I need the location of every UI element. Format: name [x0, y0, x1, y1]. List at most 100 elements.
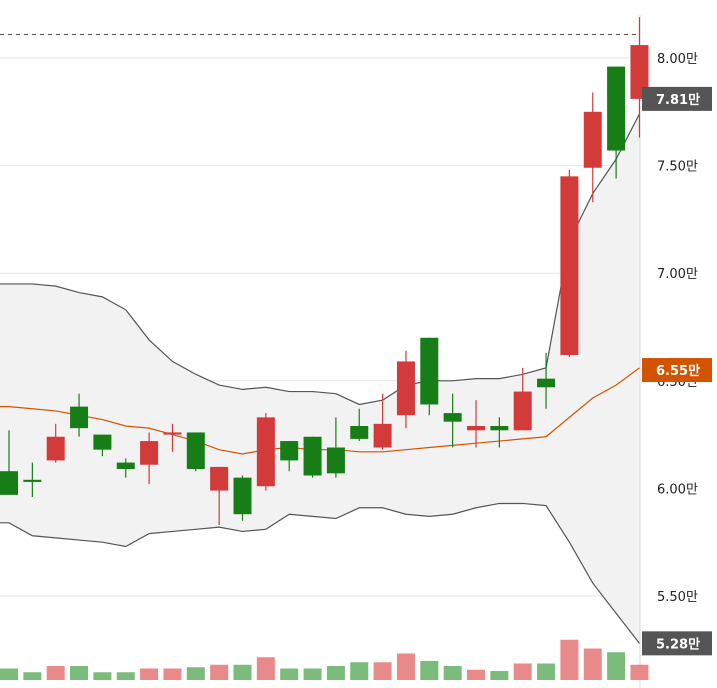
volume-bar — [46, 666, 65, 680]
volume-bar — [186, 667, 205, 680]
candle — [326, 417, 345, 478]
candle-body — [396, 361, 415, 416]
candle — [233, 475, 252, 521]
price-tag-label: 7.81만 — [656, 92, 700, 108]
price-tag: 7.81만 — [642, 86, 712, 111]
candle-body — [280, 441, 299, 461]
candle-body — [420, 337, 439, 405]
volume-bar — [443, 666, 462, 680]
candle-body — [560, 176, 579, 355]
candle — [0, 430, 18, 495]
candle — [210, 466, 229, 525]
y-axis-tick-label: 7.00만 — [657, 267, 698, 282]
candle-body — [233, 477, 252, 515]
volume-bars — [0, 639, 649, 680]
candle-body — [583, 111, 602, 168]
bollinger-band-fill — [9, 113, 640, 644]
candle — [256, 413, 275, 491]
candle — [560, 169, 579, 358]
candle — [373, 393, 392, 450]
price-tag-label: 6.55만 — [656, 363, 700, 379]
volume-bar — [583, 648, 602, 680]
volume-bar — [23, 672, 42, 680]
volume-bar — [0, 668, 18, 680]
candle — [70, 393, 89, 437]
volume-bar — [373, 662, 392, 680]
y-axis-tick-label: 7.50만 — [657, 160, 698, 175]
volume-bar — [93, 672, 112, 680]
candle — [607, 66, 626, 179]
candle-body — [93, 434, 112, 450]
volume-bar — [607, 652, 626, 680]
candle-body — [0, 471, 18, 495]
candle — [303, 436, 322, 478]
candle — [513, 367, 532, 431]
volume-bar — [140, 668, 159, 680]
volume-bar — [326, 666, 345, 680]
candle — [420, 337, 439, 416]
volume-bar — [163, 668, 182, 680]
price-tag: 5.28만 — [642, 631, 712, 656]
candle-body — [303, 436, 322, 476]
price-tags: 7.81만 6.55만 5.28만 — [642, 86, 712, 656]
volume-bar — [303, 668, 322, 680]
bollinger-band-fill-left — [0, 283, 9, 523]
candle — [490, 417, 509, 448]
volume-bar — [350, 662, 369, 680]
price-tag-background — [642, 86, 712, 111]
price-tag-label: 5.28만 — [656, 636, 700, 652]
candle-body — [443, 413, 462, 422]
price-tag-background — [642, 631, 712, 656]
candle-body — [46, 436, 65, 461]
candle — [186, 432, 205, 472]
candle — [583, 92, 602, 203]
candle-body — [630, 45, 649, 99]
candle — [23, 462, 42, 498]
candle-body — [256, 417, 275, 487]
volume-bar — [70, 666, 89, 680]
candle-body — [537, 378, 556, 388]
candle-body — [116, 462, 135, 470]
candle — [93, 434, 112, 457]
candle-body — [350, 425, 369, 439]
candle-body — [373, 423, 392, 448]
bollinger-upper-line — [0, 113, 640, 406]
y-axis-tick-label: 6.00만 — [657, 482, 698, 497]
volume-bar — [210, 664, 229, 680]
candle-body — [467, 425, 485, 431]
y-axis-tick-label: 8.00만 — [657, 52, 698, 67]
volume-bar — [537, 663, 556, 680]
candle — [116, 458, 135, 478]
volume-bar — [630, 664, 649, 680]
candle-body — [326, 447, 345, 474]
candle — [443, 393, 462, 448]
candle-body — [210, 466, 229, 491]
candle-body — [490, 425, 509, 431]
volume-bar — [396, 653, 415, 680]
volume-bar — [513, 663, 532, 680]
candle — [537, 352, 556, 409]
candle-body — [513, 391, 532, 431]
y-axis-tick-label: 5.50만 — [657, 590, 698, 605]
candle-body — [70, 406, 89, 429]
volume-bar — [116, 672, 135, 680]
candle — [467, 400, 485, 448]
price-tag: 6.55만 — [642, 358, 712, 383]
candle-body — [140, 441, 159, 465]
volume-bar — [490, 671, 509, 680]
candle — [630, 17, 649, 138]
volume-bar — [256, 657, 275, 680]
candle — [396, 350, 415, 429]
volume-bar — [280, 668, 299, 680]
candle-body — [607, 66, 626, 151]
candle — [46, 423, 65, 463]
volume-bar — [233, 664, 252, 680]
volume-bar — [467, 669, 485, 680]
candle-body — [23, 479, 42, 482]
candle — [163, 423, 182, 452]
volume-bar — [560, 639, 579, 680]
price-tag-background — [642, 358, 712, 383]
